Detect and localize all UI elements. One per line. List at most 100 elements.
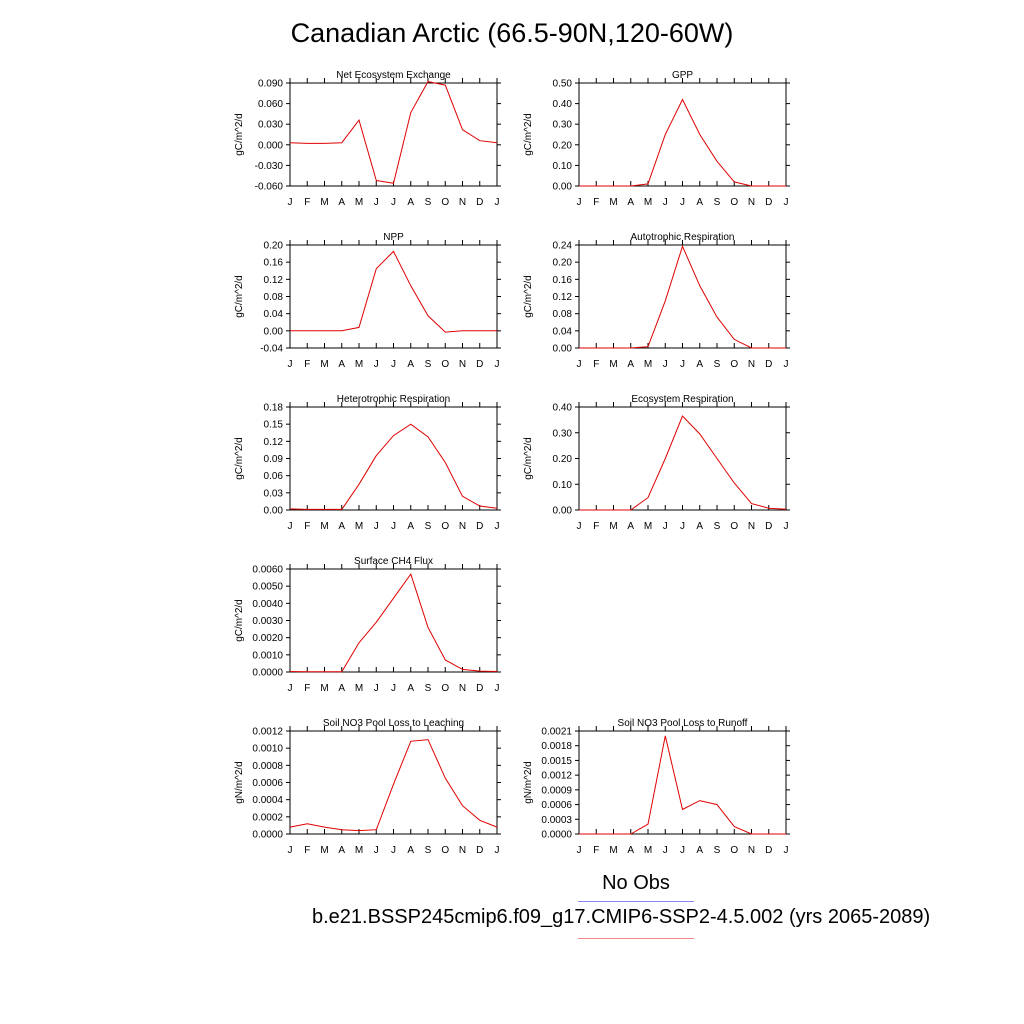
x-tick-label: J [495,521,500,532]
y-tick-label: -0.030 [255,161,284,172]
y-tick-label: 0.09 [264,454,284,465]
x-tick-label: S [425,197,432,208]
x-tick-label: S [714,197,721,208]
x-tick-label: M [644,197,652,208]
chart-panel-8: Soil NO3 Pool Loss to Leaching 0.0012 0.00… [234,718,501,856]
x-tick-label: O [730,845,738,856]
y-tick-label: 0.0020 [252,633,283,644]
y-tick-label: 0.0021 [541,727,572,738]
x-tick-label: M [355,359,363,370]
y-tick-label: 0.12 [553,292,573,303]
x-tick-label: O [441,359,449,370]
x-tick-label: S [425,845,432,856]
x-tick-label: O [730,359,738,370]
x-tick-label: J [663,521,668,532]
x-tick-label: M [609,359,617,370]
y-axis-label: gC/m^2/d [234,599,245,642]
y-axis-label: gN/m^2/d [523,761,534,804]
x-tick-label: M [644,521,652,532]
chart-title: Ecosystem Respiration [631,394,733,405]
x-tick-label: S [425,359,432,370]
x-tick-label: J [680,359,685,370]
y-axis-label: gC/m^2/d [234,275,245,318]
x-tick-label: N [459,683,466,694]
x-tick-label: A [696,359,703,370]
chart-panel-6: Ecosystem Respiration 0.40 0.30 0.20 0.10 0.0… [523,394,790,532]
x-tick-label: M [609,197,617,208]
y-tick-label: 0.12 [264,275,284,286]
x-tick-label: J [374,197,379,208]
y-tick-label: -0.060 [255,182,284,193]
x-tick-label: A [407,197,414,208]
x-tick-label: J [680,845,685,856]
y-tick-label: 0.0003 [541,815,572,826]
x-tick-label: O [730,521,738,532]
x-tick-label: J [288,683,293,694]
y-tick-label: 0.40 [553,403,573,414]
x-tick-label: J [495,197,500,208]
x-tick-label: O [441,197,449,208]
y-tick-label: 0.20 [553,454,573,465]
x-tick-label: F [304,683,310,694]
y-axis-label: gC/m^2/d [523,437,534,480]
x-tick-label: J [577,521,582,532]
x-tick-label: J [784,197,789,208]
x-tick-label: N [459,197,466,208]
chart-title: Net Ecosystem Exchange [336,70,451,81]
x-tick-label: N [459,521,466,532]
x-tick-label: J [577,359,582,370]
y-tick-label: 0.0006 [252,778,283,789]
x-tick-label: A [407,521,414,532]
plot-frame [578,730,787,835]
x-tick-label: N [748,845,755,856]
plot-frame [289,244,498,349]
chart-panel-7: Surface CH4 Flux 0.0060 0.0050 0.0040 0.0030… [234,556,501,694]
y-tick-label: 0.0010 [252,744,283,755]
x-tick-label: A [338,521,345,532]
chart-title: Surface CH4 Flux [354,556,433,567]
series-line [289,81,498,184]
series-line [290,250,497,333]
legend-obs-line [578,901,694,902]
x-tick-label: J [288,845,293,856]
y-tick-label: 0.20 [264,241,284,252]
y-tick-label: 0.0050 [252,582,283,593]
y-tick-label: 0.50 [553,79,573,90]
x-tick-label: F [304,197,310,208]
chart-panel-9: Soil NO3 Pool Loss to Runoff 0.0021 0.0018… [523,718,790,856]
x-tick-label: F [593,845,599,856]
x-tick-label: N [748,197,755,208]
y-axis-label: gC/m^2/d [523,113,534,156]
legend-obs-label: No Obs [602,872,670,894]
x-tick-label: J [495,359,500,370]
x-tick-label: D [476,197,483,208]
x-tick-label: J [663,359,668,370]
y-tick-label: 0.03 [264,488,284,499]
y-tick-label: 0.0009 [541,785,572,796]
x-tick-label: M [644,359,652,370]
x-tick-label: F [593,359,599,370]
series-line [579,98,786,187]
y-tick-label: 0.08 [264,292,284,303]
plot-frame [289,568,498,673]
x-tick-label: A [696,197,703,208]
x-tick-label: D [765,845,772,856]
y-tick-label: 0.04 [264,309,284,320]
y-tick-label: 0.000 [258,140,283,151]
y-tick-label: 0.0000 [252,830,283,841]
y-tick-label: 0.10 [553,161,573,172]
x-tick-label: M [355,197,363,208]
x-tick-label: O [441,521,449,532]
x-tick-label: A [407,845,414,856]
x-tick-label: J [680,521,685,532]
y-tick-label: 0.20 [553,258,573,269]
x-tick-label: F [304,359,310,370]
x-tick-label: J [391,683,396,694]
x-tick-label: J [663,197,668,208]
x-tick-label: J [680,197,685,208]
y-tick-label: 0.0030 [252,616,283,627]
x-tick-label: J [577,197,582,208]
x-tick-label: A [338,845,345,856]
